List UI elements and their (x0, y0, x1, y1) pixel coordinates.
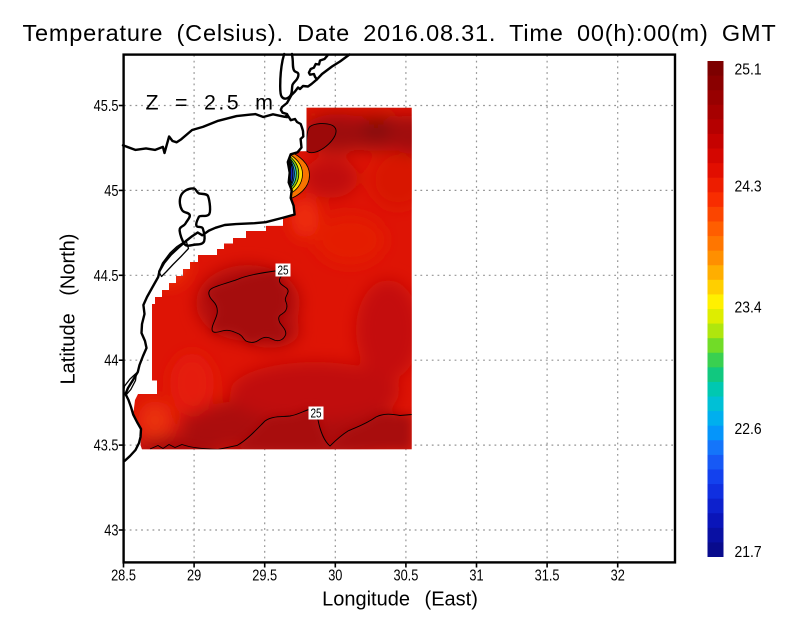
svg-text:43: 43 (104, 522, 118, 540)
svg-text:44.5: 44.5 (94, 268, 119, 286)
svg-text:25: 25 (310, 408, 321, 421)
svg-text:45: 45 (104, 183, 118, 201)
svg-text:29: 29 (187, 567, 201, 585)
svg-text:31: 31 (469, 567, 483, 585)
svg-text:44: 44 (104, 352, 118, 370)
svg-text:24.3: 24.3 (735, 178, 762, 196)
svg-text:32: 32 (611, 567, 625, 585)
svg-text:Latitude (North): Latitude (North) (58, 234, 80, 385)
svg-text:25: 25 (277, 265, 288, 278)
svg-text:31.5: 31.5 (535, 567, 560, 585)
svg-text:23.4: 23.4 (735, 299, 762, 317)
svg-text:22.6: 22.6 (735, 420, 762, 438)
svg-text:30: 30 (328, 567, 342, 585)
svg-text:28.5: 28.5 (111, 567, 136, 585)
svg-text:Longitude (East): Longitude (East) (322, 589, 478, 611)
svg-text:45.5: 45.5 (94, 98, 119, 116)
svg-text:21.7: 21.7 (735, 543, 762, 561)
svg-text:29.5: 29.5 (252, 567, 277, 585)
svg-text:30.5: 30.5 (393, 567, 418, 585)
svg-text:43.5: 43.5 (94, 437, 119, 455)
svg-text:Temperature (Celsius). Date 20: Temperature (Celsius). Date 2016.08.31. … (23, 20, 777, 46)
svg-text:Z = 2.5 m: Z = 2.5 m (146, 90, 276, 114)
svg-text:25.1: 25.1 (735, 61, 762, 79)
